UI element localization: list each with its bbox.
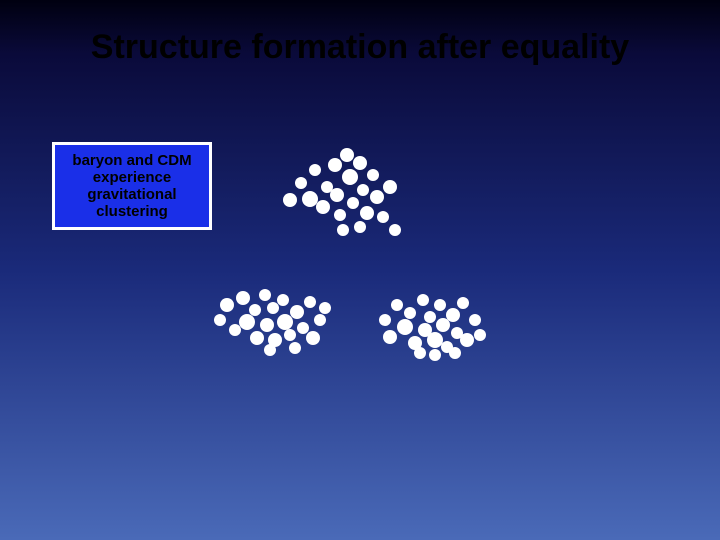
particle <box>367 169 379 181</box>
particle <box>469 314 481 326</box>
particle <box>249 304 261 316</box>
particle <box>290 305 304 319</box>
callout-text: baryon and CDMexperiencegravitationalclu… <box>72 152 191 221</box>
particle <box>397 319 413 335</box>
particle <box>328 158 342 172</box>
particle <box>330 188 344 202</box>
particle <box>316 200 330 214</box>
particle <box>319 302 331 314</box>
particle <box>284 329 296 341</box>
particle <box>446 308 460 322</box>
particle <box>220 298 234 312</box>
particle <box>404 307 416 319</box>
particle <box>283 193 297 207</box>
particle <box>214 314 226 326</box>
slide-title: Structure formation after equality <box>0 28 720 67</box>
particle <box>304 296 316 308</box>
particle <box>434 299 446 311</box>
particle <box>474 329 486 341</box>
particle <box>391 299 403 311</box>
particle <box>337 224 349 236</box>
particle <box>370 190 384 204</box>
particle <box>340 148 354 162</box>
particle <box>289 342 301 354</box>
particle <box>377 211 389 223</box>
particle <box>260 318 274 332</box>
particle <box>379 314 391 326</box>
particle <box>236 291 250 305</box>
particle <box>259 289 271 301</box>
particle <box>429 349 441 361</box>
callout-box: baryon and CDMexperiencegravitationalclu… <box>52 142 212 230</box>
particle <box>250 331 264 345</box>
particle <box>460 333 474 347</box>
particle <box>309 164 321 176</box>
particle <box>334 209 346 221</box>
particle <box>342 169 358 185</box>
particle <box>353 156 367 170</box>
particle <box>306 331 320 345</box>
slide-background <box>0 0 720 540</box>
particle <box>424 311 436 323</box>
particle <box>383 330 397 344</box>
particle <box>295 177 307 189</box>
particle <box>267 302 279 314</box>
particle <box>354 221 366 233</box>
particle <box>277 294 289 306</box>
particle <box>264 344 276 356</box>
particle <box>417 294 429 306</box>
particle <box>383 180 397 194</box>
particle <box>414 347 426 359</box>
particle <box>457 297 469 309</box>
particle <box>239 314 255 330</box>
particle <box>314 314 326 326</box>
particle <box>389 224 401 236</box>
particle <box>347 197 359 209</box>
particle <box>449 347 461 359</box>
particle <box>357 184 369 196</box>
particle <box>360 206 374 220</box>
